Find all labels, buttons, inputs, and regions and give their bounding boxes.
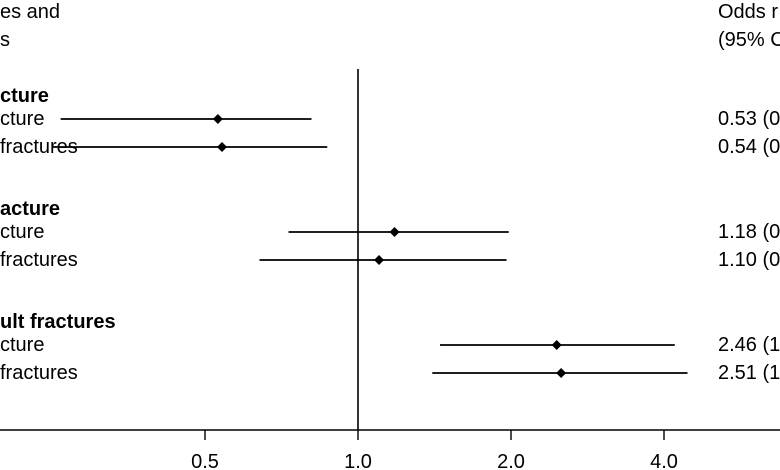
point-estimate-marker <box>212 114 223 124</box>
header-right-line2: (95% C <box>718 29 780 51</box>
group-title: ult fractures <box>0 311 116 333</box>
x-tick-label: 4.0 <box>650 451 678 470</box>
x-tick-label: 0.5 <box>191 451 219 470</box>
row-label: fractures <box>0 136 78 158</box>
odds-ratio-text: 1.10 (0 <box>718 249 780 271</box>
point-estimate-marker <box>374 255 385 265</box>
odds-ratio-text: 1.18 (0 <box>718 221 780 243</box>
point-estimate-marker <box>556 368 567 378</box>
x-tick-label: 2.0 <box>497 451 525 470</box>
header-left-line1: es and <box>0 1 61 23</box>
odds-ratio-text: 2.51 (1 <box>718 362 780 384</box>
row-label: fractures <box>0 249 78 271</box>
header-left-line2: s <box>0 29 10 51</box>
row-label: cture <box>0 221 45 243</box>
group-title: cture <box>0 85 49 107</box>
point-estimate-marker <box>551 340 562 350</box>
row-label: cture <box>0 108 45 130</box>
point-estimate-marker <box>216 142 227 152</box>
odds-ratio-text: 0.54 (0 <box>718 136 780 158</box>
header-right-line1: Odds r <box>718 1 779 23</box>
group-title: acture <box>0 198 61 220</box>
row-label: fractures <box>0 362 78 384</box>
x-tick-label: 1.0 <box>344 451 372 470</box>
row-label: cture <box>0 334 45 356</box>
odds-ratio-text: 2.46 (1 <box>718 334 780 356</box>
odds-ratio-text: 0.53 (0 <box>718 108 780 130</box>
point-estimate-marker <box>389 227 400 237</box>
